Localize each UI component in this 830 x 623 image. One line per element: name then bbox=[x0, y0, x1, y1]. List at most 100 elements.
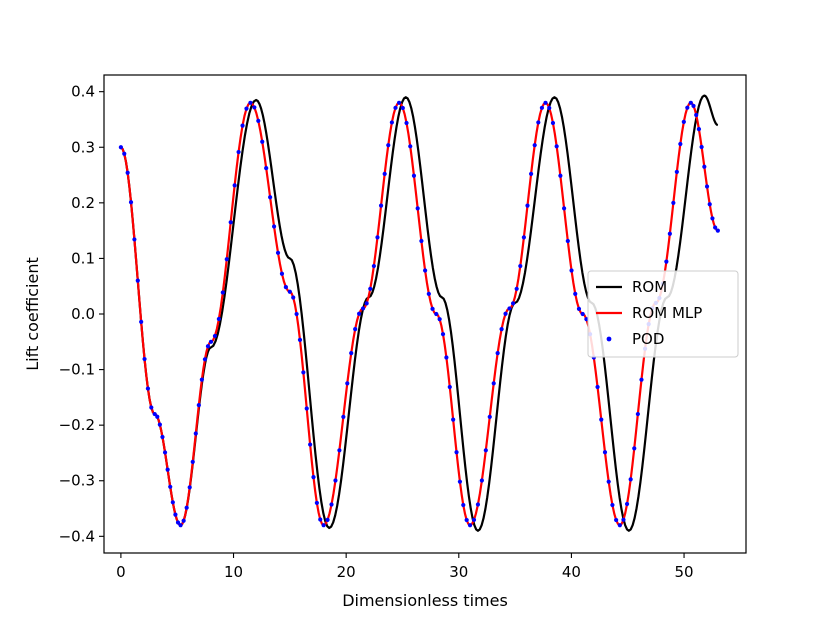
series-pod-point bbox=[694, 112, 699, 118]
series-pod-point bbox=[475, 502, 481, 507]
series-pod-point bbox=[411, 173, 417, 178]
series-pod-point bbox=[145, 386, 151, 391]
series-pod-point bbox=[691, 103, 696, 109]
legend-pod-label: POD bbox=[632, 330, 664, 348]
series-pod-point bbox=[357, 311, 362, 316]
y-tick-label: −0.3 bbox=[59, 472, 95, 490]
series-pod-point bbox=[178, 523, 183, 528]
series-pod-point bbox=[457, 479, 463, 484]
series-pod-point bbox=[624, 501, 630, 507]
x-tick-label: 30 bbox=[449, 563, 468, 581]
series-pod-point bbox=[287, 289, 292, 294]
series-pod-point bbox=[471, 517, 477, 523]
series-pod-point bbox=[499, 327, 504, 332]
series-pod-point bbox=[529, 171, 534, 176]
series-pod-point bbox=[393, 105, 398, 110]
series-pod-point bbox=[565, 238, 570, 244]
y-tick-label: −0.2 bbox=[59, 416, 95, 434]
series-pod-point bbox=[202, 357, 208, 362]
series-pod-point bbox=[491, 381, 496, 386]
series-pod-point bbox=[228, 220, 233, 225]
series-pod-point bbox=[426, 291, 431, 296]
series-pod-point bbox=[521, 235, 526, 240]
series-pod-point bbox=[503, 311, 508, 316]
series-pod-point bbox=[364, 301, 369, 306]
series-pod-point bbox=[558, 173, 563, 178]
series-pod-point bbox=[314, 500, 319, 506]
series-pod-point bbox=[378, 203, 384, 208]
x-tick-label: 40 bbox=[562, 563, 581, 581]
series-pod-point bbox=[671, 200, 676, 205]
series-pod-point bbox=[514, 286, 519, 291]
series-pod-point bbox=[190, 459, 195, 464]
series-pod-point bbox=[440, 332, 446, 337]
series-pod-point bbox=[349, 351, 354, 356]
series-pod-point bbox=[602, 450, 608, 455]
series-pod-point bbox=[236, 149, 241, 155]
series-pod-point bbox=[252, 105, 257, 110]
series-pod-point bbox=[674, 169, 679, 175]
series-pod-point bbox=[715, 228, 720, 233]
x-axis-label: Dimensionless times bbox=[342, 591, 508, 610]
series-pod-point bbox=[536, 120, 541, 125]
series-pod-point bbox=[532, 143, 537, 148]
series-pod-point bbox=[125, 170, 130, 175]
series-pod-point bbox=[279, 271, 285, 276]
series-pod-point bbox=[205, 344, 211, 349]
series-pod-point bbox=[430, 306, 435, 311]
series-pod-point bbox=[487, 414, 492, 419]
series-pod-point bbox=[368, 286, 373, 291]
series-pod-point bbox=[580, 311, 585, 317]
series-pod-point bbox=[122, 151, 127, 156]
series-pod-point bbox=[155, 414, 160, 419]
legend-box bbox=[587, 270, 739, 358]
series-pod-point bbox=[132, 237, 137, 242]
series-pod-point bbox=[667, 231, 672, 236]
series-pod-point bbox=[301, 370, 306, 375]
series-pod-point bbox=[632, 446, 637, 451]
series-pod-point bbox=[696, 127, 702, 132]
series-pod-point bbox=[617, 523, 622, 528]
series-pod-point bbox=[152, 411, 157, 417]
series-pod-point bbox=[454, 450, 459, 455]
series-pod-point bbox=[224, 257, 229, 262]
series-pod-point bbox=[444, 355, 449, 360]
series-pod-point bbox=[707, 202, 712, 207]
series-pod-point bbox=[554, 144, 559, 149]
series-pod-point bbox=[606, 479, 611, 484]
series-pod-point bbox=[681, 119, 686, 124]
y-tick-label: 0.3 bbox=[71, 138, 95, 156]
series-pod-point bbox=[479, 478, 484, 483]
series-pod-point bbox=[311, 475, 316, 480]
series-pod-point bbox=[199, 377, 204, 382]
series-pod-point bbox=[216, 316, 221, 322]
series-pod-point bbox=[220, 290, 225, 295]
series-pod-point bbox=[408, 144, 413, 149]
y-tick-label: 0.2 bbox=[71, 194, 95, 212]
series-pod-point bbox=[389, 120, 394, 125]
series-pod-point bbox=[699, 144, 704, 150]
series-pod-point bbox=[170, 500, 175, 505]
series-pod-point bbox=[208, 339, 214, 344]
series-pod-point bbox=[187, 485, 192, 490]
legend-rom-label: ROM bbox=[632, 278, 667, 296]
series-pod-point bbox=[165, 467, 170, 472]
y-axis-label: Lift coefficient bbox=[23, 257, 42, 370]
legend: ROM ROM MLP POD bbox=[587, 270, 739, 358]
series-pod-point bbox=[628, 477, 633, 482]
series-pod-point bbox=[576, 306, 582, 311]
series-pod-point bbox=[371, 263, 376, 269]
series-pod-point bbox=[142, 356, 147, 362]
series-pod-point bbox=[639, 377, 644, 382]
y-axis: 0.4 0.3 0.2 0.1 0.0 −0.1 −0.2 −0.3 −0.4 bbox=[59, 83, 104, 545]
series-pod-point bbox=[135, 278, 140, 283]
series-pod-point bbox=[139, 319, 144, 324]
series-pod-point bbox=[271, 224, 277, 229]
series-pod-point bbox=[610, 502, 615, 508]
series-pod-point bbox=[329, 502, 334, 507]
series-pod-point bbox=[510, 301, 516, 306]
x-tick-label: 10 bbox=[224, 563, 243, 581]
series-pod-point bbox=[547, 105, 552, 111]
series-pod-point bbox=[212, 333, 218, 339]
